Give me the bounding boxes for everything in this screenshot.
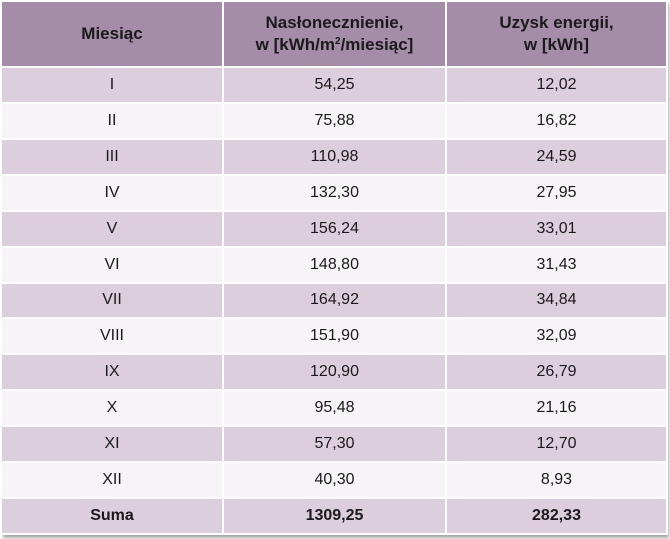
table-row: X 95,48 21,16 — [0, 389, 668, 428]
month-cell: III — [0, 137, 224, 176]
value-cell: 12,02 — [445, 66, 668, 104]
value-cell: 75,88 — [222, 101, 447, 140]
header-text: w [kWh] — [523, 35, 590, 54]
month-cell: IX — [0, 353, 224, 392]
table-row: VIII 151,90 32,09 — [0, 317, 668, 356]
value-cell: 151,90 — [222, 317, 447, 356]
month-cell: VI — [0, 245, 224, 284]
value-cell: 110,98 — [222, 137, 447, 176]
table-row: II 75,88 16,82 — [0, 101, 668, 140]
month-cell: VII — [0, 281, 224, 320]
header-cell: Uzysk energii, w [kWh] — [445, 0, 668, 68]
table-row: VI 148,80 31,43 — [0, 245, 668, 284]
month-cell: IV — [0, 173, 224, 212]
value-cell: 31,43 — [445, 245, 668, 284]
table-row: IV 132,30 27,95 — [0, 173, 668, 212]
value-cell: 164,92 — [222, 281, 447, 320]
header-row: Miesiąc Nasłonecznienie, w [kWh/m2/miesią… — [0, 0, 668, 68]
value-cell: 24,59 — [445, 137, 668, 176]
value-cell: 120,90 — [222, 353, 447, 392]
header-unit: /miesiąc] — [340, 35, 414, 54]
value-cell: 8,93 — [445, 461, 668, 500]
value-cell: 57,30 — [222, 425, 447, 464]
month-cell: II — [0, 101, 224, 140]
table-row: VII 164,92 34,84 — [0, 281, 668, 320]
header-unit: w [kWh/m — [255, 35, 335, 54]
superscript: 2 — [335, 36, 341, 47]
table-row: III 110,98 24,59 — [0, 137, 668, 176]
value-cell: 33,01 — [445, 209, 668, 248]
month-cell: XII — [0, 461, 224, 500]
sum-row: Suma 1309,25 282,33 — [0, 497, 668, 535]
value-cell: 26,79 — [445, 353, 668, 392]
month-cell: V — [0, 209, 224, 248]
value-cell: 40,30 — [222, 461, 447, 500]
month-cell: VIII — [0, 317, 224, 356]
table-row: I 54,25 12,02 — [0, 66, 668, 104]
value-cell: 32,09 — [445, 317, 668, 356]
value-cell: 132,30 — [222, 173, 447, 212]
value-cell: 148,80 — [222, 245, 447, 284]
table-row: XII 40,30 8,93 — [0, 461, 668, 500]
header-text: Nasłonecznienie, — [265, 13, 404, 32]
sum-cell: Suma — [0, 497, 224, 535]
value-cell: 16,82 — [445, 101, 668, 140]
value-cell: 156,24 — [222, 209, 447, 248]
header-cell: Nasłonecznienie, w [kWh/m2/miesiąc] — [222, 0, 447, 68]
sum-cell: 1309,25 — [222, 497, 447, 535]
table-row: XI 57,30 12,70 — [0, 425, 668, 464]
sum-cell: 282,33 — [445, 497, 668, 535]
table-body: I 54,25 12,02 II 75,88 16,82 III 110,98 24,59 IV 1… — [0, 66, 668, 535]
month-cell: I — [0, 66, 224, 104]
value-cell: 27,95 — [445, 173, 668, 212]
value-cell: 95,48 — [222, 389, 447, 428]
header-cell: Miesiąc — [0, 0, 224, 68]
value-cell: 21,16 — [445, 389, 668, 428]
header-text: Miesiąc — [81, 24, 143, 43]
table-row: IX 120,90 26,79 — [0, 353, 668, 392]
month-cell: XI — [0, 425, 224, 464]
table-row: V 156,24 33,01 — [0, 209, 668, 248]
header-text: Uzysk energii, — [499, 13, 614, 32]
value-cell: 34,84 — [445, 281, 668, 320]
value-cell: 54,25 — [222, 66, 447, 104]
value-cell: 12,70 — [445, 425, 668, 464]
month-cell: X — [0, 389, 224, 428]
